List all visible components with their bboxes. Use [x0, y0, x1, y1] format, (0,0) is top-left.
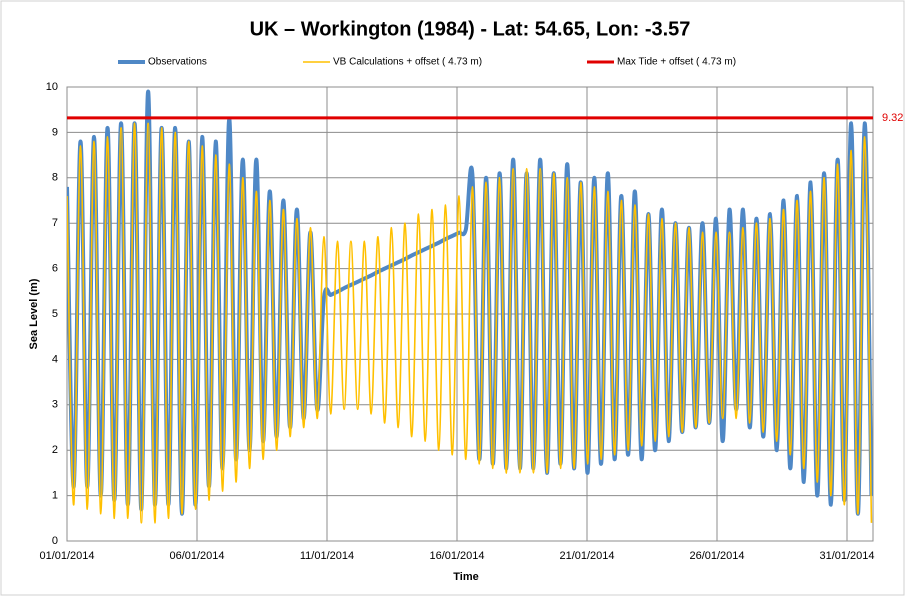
chart-title: UK – Workington (1984) - Lat: 54.65, Lon…	[250, 18, 691, 40]
y-tick-label: 7	[52, 217, 58, 229]
legend-label: Observations	[148, 57, 207, 68]
y-tick-label: 9	[52, 126, 58, 138]
y-tick-label: 1	[52, 490, 58, 502]
x-axis-label: Time	[453, 571, 478, 583]
x-tick-label: 21/01/2014	[559, 550, 614, 562]
y-tick-label: 6	[52, 263, 58, 275]
x-tick-label: 06/01/2014	[169, 550, 224, 562]
max-tide-label: 9.32	[882, 112, 903, 124]
x-tick-label: 11/01/2014	[300, 550, 354, 562]
legend-label: VB Calculations + offset ( 4.73 m)	[333, 57, 482, 68]
y-tick-label: 2	[52, 444, 58, 456]
series-line	[67, 122, 873, 524]
plot-border	[66, 86, 874, 542]
x-tick-label: 26/01/2014	[689, 550, 744, 562]
y-tick-label: 0	[52, 535, 58, 547]
y-tick-label: 4	[52, 353, 58, 365]
x-tick-label: 31/01/2014	[819, 550, 874, 562]
x-tick-label: 16/01/2014	[429, 550, 484, 562]
x-tick-label: 01/01/2014	[39, 550, 94, 562]
y-tick-label: 5	[52, 308, 58, 320]
y-axis-label: Sea Level (m)	[28, 278, 40, 349]
y-tick-label: 10	[46, 81, 58, 93]
y-tick-label: 8	[52, 172, 58, 184]
y-tick-label: 3	[52, 399, 58, 411]
legend-label: Max Tide + offset ( 4.73 m)	[617, 57, 736, 68]
